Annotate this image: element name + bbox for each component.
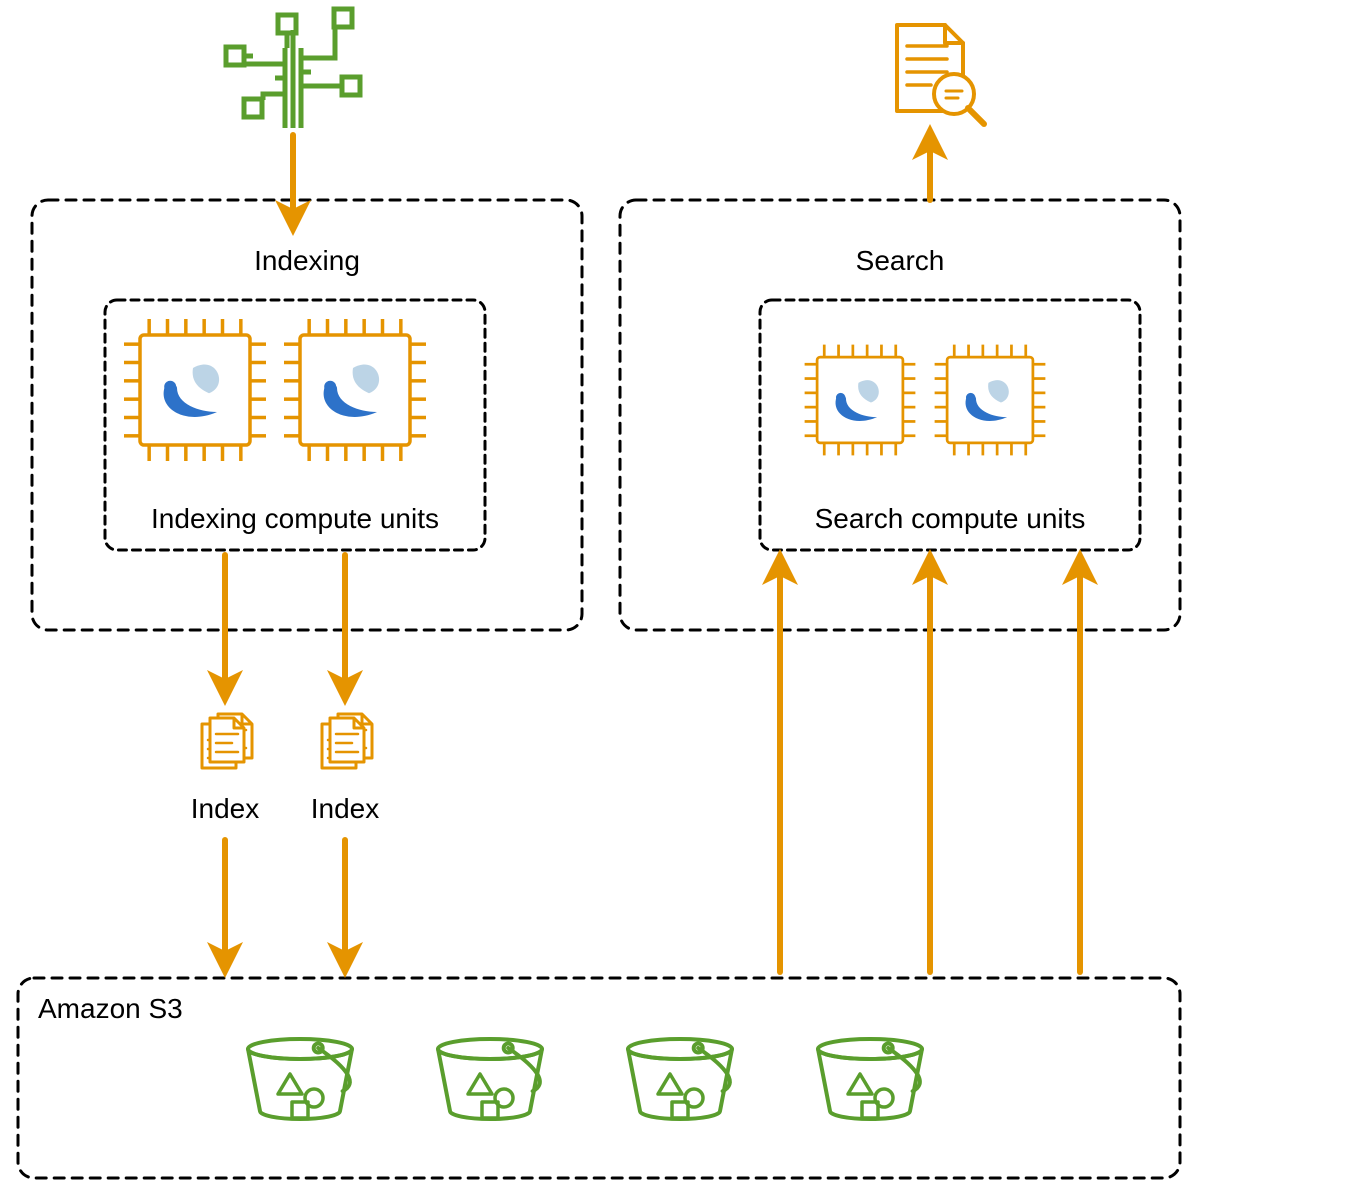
index-label-2: Index (311, 793, 380, 824)
s3-bucket-0 (248, 1039, 352, 1119)
data-source-icon (226, 9, 360, 128)
s3-bucket-1 (438, 1039, 542, 1119)
indexing-chip-0 (124, 319, 266, 461)
search-label: Search (856, 245, 945, 276)
diagram-canvas: Indexing Search Indexing compute units Sear… (0, 0, 1366, 1194)
index-docs-0 (202, 714, 252, 768)
indexing-chip-1 (284, 319, 426, 461)
index-docs-1 (322, 714, 372, 768)
s3-label: Amazon S3 (38, 993, 183, 1024)
s3-bucket-3 (818, 1039, 922, 1119)
search-result-icon (897, 25, 984, 124)
index-label-1: Index (191, 793, 260, 824)
search-chip-0 (805, 345, 916, 456)
indexing-units-label: Indexing compute units (151, 503, 439, 534)
search-chip-1 (935, 345, 1046, 456)
s3-bucket-2 (628, 1039, 732, 1119)
indexing-label: Indexing (254, 245, 360, 276)
search-units-label: Search compute units (815, 503, 1086, 534)
s3-box (18, 978, 1180, 1178)
